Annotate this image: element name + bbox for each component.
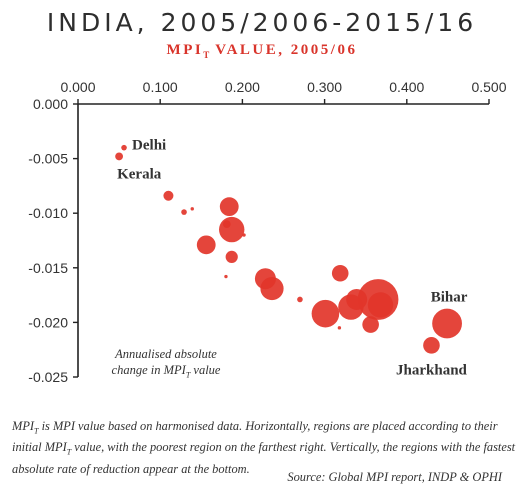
region-label-jharkhand: Jharkhand <box>396 362 468 378</box>
y-tick-label: -0.015 <box>28 260 68 276</box>
subtitle-subscript: T <box>203 50 210 60</box>
chart-subtitle: MPIT VALUE, 2005/06 <box>0 42 524 60</box>
subtitle-rest: VALUE, 2005/06 <box>209 42 358 58</box>
footnote: MPIT is MPI value based on harmonised da… <box>12 418 517 477</box>
point-labels: Delhi Kerala Bihar Jharkhand <box>117 138 468 379</box>
region-label-bihar: Bihar <box>431 289 468 305</box>
y-axis-label-line2-end: value <box>190 363 221 377</box>
y-axis-label-line2: change in MPI <box>111 363 186 377</box>
data-point <box>331 264 349 282</box>
data-point <box>311 299 340 328</box>
data-point <box>219 216 245 243</box>
y-tick-label: -0.010 <box>28 205 68 221</box>
chart-title: INDIA, 2005/2006-2015/16 <box>46 8 478 37</box>
data-point <box>337 326 342 330</box>
x-tick-label: 0.200 <box>225 79 260 95</box>
data-point <box>224 274 228 279</box>
data-point <box>225 250 238 263</box>
y-axis-label-subscript: T <box>185 370 191 380</box>
data-point <box>115 152 123 161</box>
subtitle-main: MPI <box>166 42 204 58</box>
y-tick-label: -0.025 <box>28 369 68 385</box>
y-axis-label: Annualised absolute change in MPIT value <box>86 346 246 384</box>
data-point <box>196 235 216 255</box>
x-tick-label: 0.400 <box>389 79 424 95</box>
data-point <box>222 220 231 229</box>
y-tick-label: 0.000 <box>33 96 68 112</box>
data-point <box>362 316 379 333</box>
region-label-delhi: Delhi <box>132 138 166 154</box>
data-point <box>219 197 239 217</box>
x-tick-label: 0.500 <box>471 79 506 95</box>
data-point <box>346 288 368 310</box>
axes: 0.000 0.100 0.200 0.300 0.400 0.500 0.000 -0.00… <box>28 79 506 385</box>
data-points <box>115 144 462 354</box>
y-tick-label: -0.020 <box>28 314 68 330</box>
footnote-subscript2: T <box>66 447 72 457</box>
data-point <box>242 233 246 237</box>
data-point <box>181 209 187 215</box>
y-tick-label: -0.005 <box>28 151 68 167</box>
footnote-subscript1: T <box>34 426 39 436</box>
data-point <box>367 292 394 318</box>
y-axis-label-line1: Annualised absolute <box>115 347 217 361</box>
footnote-part2: is MPI value based on harmonised data. H… <box>12 419 498 455</box>
data-point <box>190 207 194 211</box>
data-point <box>163 190 174 201</box>
source-note: Source: Global MPI report, INDP & OPHI <box>287 470 502 484</box>
data-point <box>121 144 127 151</box>
footnote-part3: value, with the poorest region on the fa… <box>12 440 516 476</box>
data-point <box>432 308 462 339</box>
data-point <box>254 268 276 290</box>
x-tick-label: 0.100 <box>143 79 178 95</box>
region-label-kerala: Kerala <box>117 166 162 182</box>
x-tick-label: 0.300 <box>307 79 342 95</box>
data-point <box>423 337 440 354</box>
data-point <box>297 296 303 303</box>
x-tick-label: 0.000 <box>60 79 95 95</box>
footnote-part1: MPI <box>12 419 35 433</box>
